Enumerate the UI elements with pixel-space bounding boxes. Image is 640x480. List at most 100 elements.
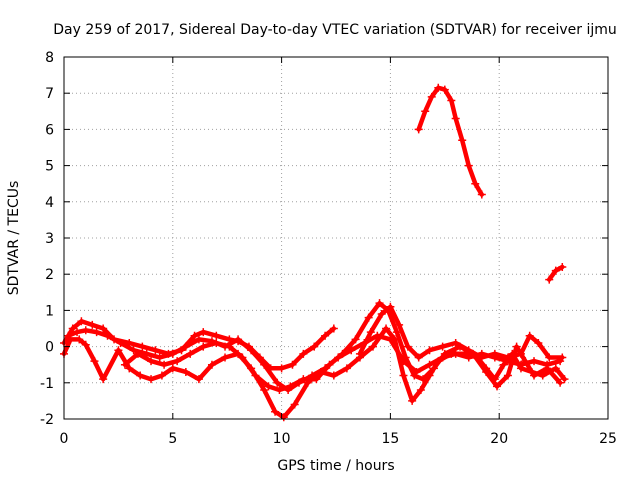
data-point-track-6: [458, 136, 467, 145]
data-point-track-4: [286, 382, 295, 391]
data-point-track-3: [329, 371, 338, 380]
data-point-track-3: [416, 386, 425, 395]
data-point-track-5: [425, 346, 434, 355]
y-tick-label: 4: [45, 195, 54, 211]
data-point-track-4: [147, 357, 156, 366]
data-point-track-5: [490, 349, 499, 358]
data-point-track-5: [386, 302, 395, 311]
data-point-track-5: [477, 353, 486, 362]
data-point-track-6: [477, 190, 486, 199]
data-point-track-5: [355, 349, 364, 358]
data-point-track-4: [419, 375, 428, 384]
data-point-track-5: [503, 353, 512, 362]
data-point-track-5: [464, 346, 473, 355]
data-point-track-5: [395, 320, 404, 329]
data-point-track-2: [425, 360, 434, 369]
data-point-track-3: [168, 364, 177, 373]
data-point-track-3: [551, 364, 560, 373]
data-point-track-2: [234, 335, 243, 344]
data-point-track-2: [155, 353, 164, 362]
axis-ticks: 0 5 10 15 20 25 -2 -1 0 1 2 3 4 5 6 7 8: [40, 50, 617, 447]
data-point-track-5: [403, 342, 412, 351]
data-point-track-4: [440, 349, 449, 358]
data-point-track-2: [81, 326, 90, 335]
x-tick-label: 15: [381, 431, 399, 447]
data-point-track-6: [440, 85, 449, 94]
x-tick-label: 5: [168, 431, 177, 447]
x-tick-label: 20: [490, 431, 508, 447]
data-point-track-4: [543, 364, 552, 373]
data-point-track-4: [225, 342, 234, 351]
data-point-track-3: [147, 375, 156, 384]
data-point-track-2: [247, 346, 256, 355]
data-point-track-6: [451, 114, 460, 123]
data-point-track-1: [321, 331, 330, 340]
data-point-track-3: [221, 353, 230, 362]
data-point-track-3: [181, 367, 190, 376]
data-point-track-3: [342, 364, 351, 373]
data-point-track-6: [427, 92, 436, 101]
data-point-track-4: [410, 371, 419, 380]
data-point-track-7: [558, 262, 567, 271]
data-point-track-1: [68, 324, 77, 333]
data-point-track-3: [560, 375, 569, 384]
data-point-track-2: [129, 346, 138, 355]
data-point-track-1: [329, 324, 338, 333]
data-point-track-4: [160, 360, 169, 369]
data-point-track-3: [75, 335, 84, 344]
y-tick-label: 6: [45, 122, 54, 138]
data-point-track-1: [99, 324, 108, 333]
data-point-track-3: [81, 340, 90, 349]
data-point-track-6: [434, 83, 443, 92]
data-point-track-4: [482, 367, 491, 376]
data-point-track-3: [114, 346, 123, 355]
x-tick-label: 10: [273, 431, 291, 447]
data-point-track-4: [364, 313, 373, 322]
data-point-track-4: [312, 375, 321, 384]
chart-title: Day 259 of 2017, Sidereal Day-to-day VTE…: [53, 22, 617, 38]
data-point-track-5: [414, 353, 423, 362]
grid-lines: [64, 57, 608, 419]
series-track-6: [416, 85, 485, 197]
data-point-track-3: [125, 364, 134, 373]
data-point-track-3: [382, 324, 391, 333]
data-point-track-3: [136, 371, 145, 380]
data-point-track-2: [73, 328, 82, 337]
data-point-track-4: [429, 364, 438, 373]
y-tick-label: 2: [45, 267, 54, 283]
data-point-track-4: [351, 335, 360, 344]
y-axis-label: SDTVAR / TECUs: [6, 181, 22, 296]
y-tick-label: 5: [45, 159, 54, 175]
data-point-track-3: [408, 396, 417, 405]
data-point-track-4: [133, 349, 142, 358]
data-point-track-2: [181, 342, 190, 351]
data-point-track-3: [99, 375, 108, 384]
data-point-track-1: [299, 349, 308, 358]
data-point-track-4: [503, 371, 512, 380]
data-point-track-4: [401, 353, 410, 362]
data-point-track-3: [499, 360, 508, 369]
data-point-track-1: [199, 328, 208, 337]
data-point-track-4: [325, 360, 334, 369]
y-tick-label: 8: [45, 50, 54, 66]
data-point-track-2: [116, 338, 125, 347]
data-point-track-5: [366, 328, 375, 337]
data-point-track-5: [451, 338, 460, 347]
data-point-track-6: [421, 107, 430, 116]
data-point-track-1: [88, 320, 97, 329]
y-tick-label: 0: [45, 340, 54, 356]
data-point-track-3: [194, 375, 203, 384]
data-point-track-3: [399, 371, 408, 380]
data-point-track-5: [438, 342, 447, 351]
y-tick-label: 3: [45, 231, 54, 247]
data-point-track-2: [103, 331, 112, 340]
data-point-track-4: [173, 357, 182, 366]
data-point-track-4: [493, 382, 502, 391]
data-point-track-6: [471, 179, 480, 188]
data-point-track-4: [212, 338, 221, 347]
x-axis-label: GPS time / hours: [277, 458, 394, 474]
data-point-track-4: [120, 360, 129, 369]
data-point-track-3: [207, 360, 216, 369]
data-point-track-3: [66, 335, 75, 344]
